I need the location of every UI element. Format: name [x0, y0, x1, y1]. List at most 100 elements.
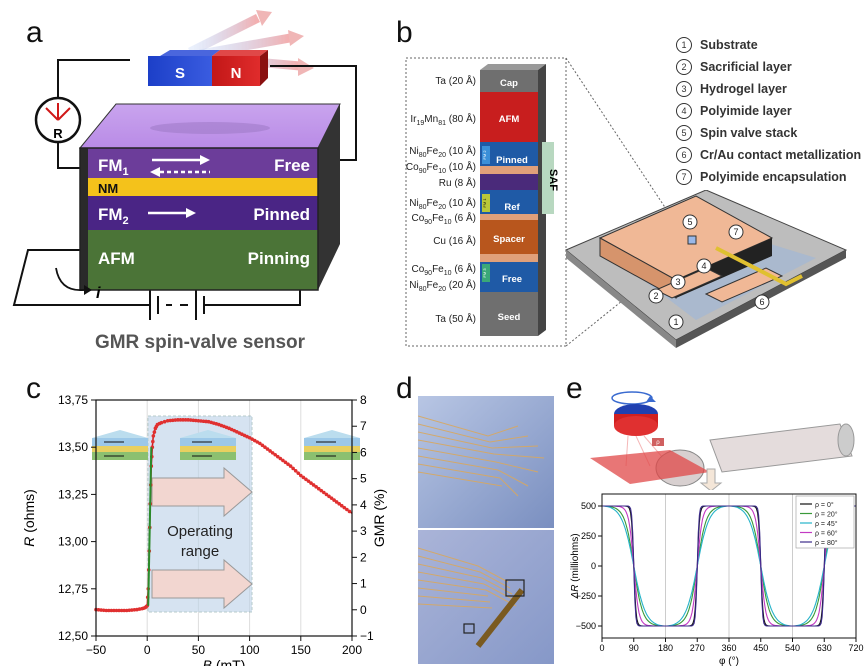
data-point: [278, 456, 283, 461]
meter-label: R: [53, 126, 63, 141]
data-point: [288, 464, 293, 468]
data-point: [299, 473, 303, 478]
legend-item: 2 Sacrificial layer: [676, 56, 861, 78]
panel-d-photo: [418, 396, 554, 664]
device-num-1: 1: [673, 317, 678, 327]
data-point: [268, 449, 272, 453]
data-point: [109, 608, 114, 613]
device-num-4: 4: [701, 261, 706, 271]
y-tick-label: 500: [581, 501, 596, 511]
y2-axis-label: GMR (%): [371, 489, 387, 547]
data-point: [283, 460, 288, 465]
panel-a-caption: GMR spin-valve sensor: [95, 332, 306, 353]
mat-nife-10b: Ni80Fe20 (10 Å): [409, 196, 476, 211]
current-label: i: [96, 285, 101, 302]
data-point: [296, 471, 301, 475]
data-point: [107, 608, 111, 613]
legend-label: ρ = 60°: [815, 530, 838, 538]
y2-tick-label: 8: [360, 393, 367, 407]
legend-label: ρ = 20°: [815, 511, 838, 519]
data-point: [151, 434, 156, 438]
legend-item: 6 Cr/Au contact metallization: [676, 144, 861, 166]
resistance-meter: [34, 96, 82, 144]
data-point: [275, 454, 280, 459]
mat-nife-20: Ni80Fe20 (20 Å): [409, 278, 476, 293]
data-point: [301, 475, 306, 480]
data-point: [291, 466, 295, 471]
magnet: [148, 50, 268, 86]
panel-letter-e: e: [566, 372, 583, 405]
x-tick-label: 0: [599, 643, 604, 653]
data-point: [265, 447, 270, 451]
free-arrows-icon: [150, 155, 210, 177]
data-point: [314, 485, 318, 489]
stack-free-label: Free: [502, 274, 522, 285]
mat-cofe-10: Co90Fe10 (10 Å): [406, 160, 476, 175]
curve-80: [602, 505, 856, 627]
data-point: [263, 445, 267, 449]
legend-item: 7 Polyimide encapsulation: [676, 166, 861, 188]
data-point: [332, 498, 336, 502]
data-point: [281, 458, 285, 463]
range-arrows: [151, 466, 253, 610]
x-tick-label: 150: [291, 643, 311, 657]
data-point: [339, 503, 344, 508]
data-point: [324, 492, 329, 497]
legend-box: [795, 495, 855, 549]
x-tick-label: 90: [629, 643, 639, 653]
y-tick-label: −250: [576, 591, 596, 601]
x-tick-label: 200: [342, 643, 362, 657]
data-point: [316, 486, 321, 491]
device-num-7: 7: [733, 227, 738, 237]
operating-label-1: Operating: [167, 523, 233, 540]
panel-letter-d: d: [396, 372, 413, 405]
legend-label: ρ = 0°: [815, 501, 834, 509]
data-point: [260, 443, 265, 448]
data-point: [337, 502, 342, 506]
data-point: [304, 477, 308, 482]
data-point: [162, 419, 167, 424]
mat-ta-20: Ta (20 Å): [435, 74, 476, 87]
device-num-2: 2: [653, 291, 658, 301]
data-point: [309, 481, 313, 485]
legend-item: 5 Spin valve stack: [676, 122, 861, 144]
data-point: [319, 488, 324, 493]
x-tick-label: 540: [785, 643, 800, 653]
data-point: [183, 418, 188, 422]
panel-letter-a: a: [26, 16, 43, 49]
y-tick-label: 250: [581, 531, 596, 541]
layer-state-icon-antiparallel-right: [304, 430, 360, 460]
stack-spacer-label: Spacer: [493, 234, 525, 245]
x-tick-label: 100: [240, 643, 260, 657]
saf-label: SAF: [547, 169, 559, 191]
x-tick-label: 50: [192, 643, 206, 657]
layer-state-icon-antiparallel-left: [92, 430, 148, 460]
spin-valve-block: [78, 103, 341, 291]
legend-item: 3 Hydrogel layer: [676, 78, 861, 100]
magnet-n-label: N: [231, 65, 242, 82]
data-point: [347, 509, 352, 514]
data-point: [293, 469, 298, 473]
legend-label: ρ = 45°: [815, 520, 838, 528]
layer-pinned-label: Pinned: [253, 205, 310, 224]
data-point: [176, 418, 180, 422]
data-point: [342, 505, 347, 510]
mat-ru: Ru (8 Å): [439, 176, 476, 189]
x-tick-label: −50: [86, 643, 107, 657]
panel-e-illustration: ρ: [590, 391, 855, 490]
x-tick-label: 360: [721, 643, 736, 653]
y-tick-label: 13,75: [58, 393, 88, 407]
legend-label: ρ = 80°: [815, 539, 838, 547]
y2-tick-label: 1: [360, 577, 367, 591]
layer-fm2-label: FM2: [98, 205, 129, 227]
data-point: [119, 608, 124, 613]
data-point: [270, 451, 275, 455]
device-num-5: 5: [687, 217, 692, 227]
panel-b-stack: Cap AFM Pinned Ref Spacer Free Seed FM 2…: [405, 57, 676, 347]
onset-line: [147, 447, 153, 606]
data-point: [286, 462, 290, 466]
plot-frame: [601, 493, 857, 639]
layer-fm1-label: FM1: [98, 156, 129, 178]
x-tick-label: 630: [817, 643, 832, 653]
data-point: [258, 441, 262, 446]
